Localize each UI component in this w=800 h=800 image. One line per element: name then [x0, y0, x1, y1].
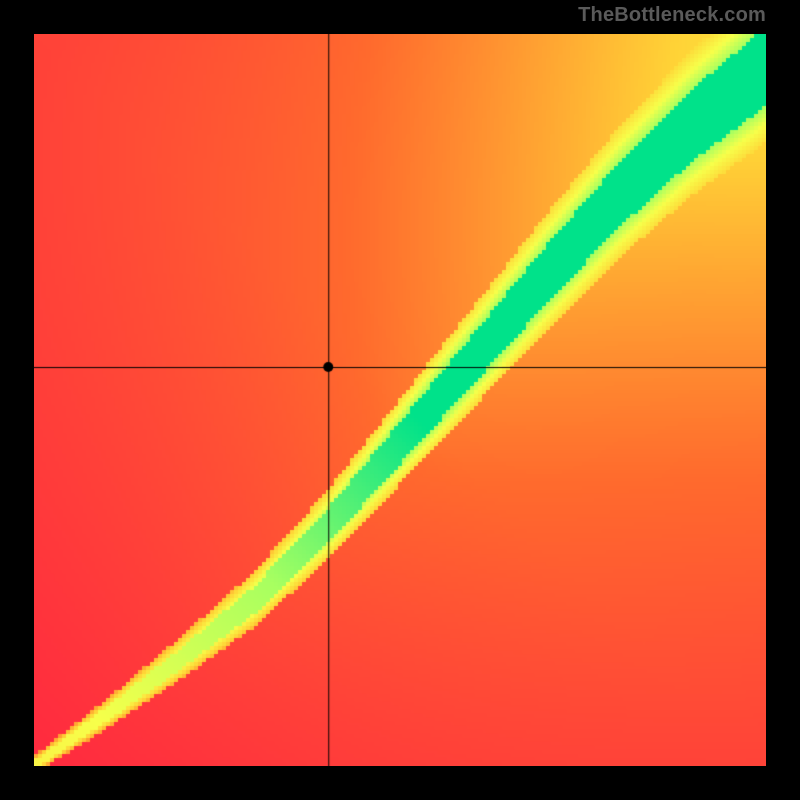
attribution-text: TheBottleneck.com: [578, 4, 766, 27]
frame: TheBottleneck.com: [0, 0, 800, 800]
bottleneck-heatmap: [34, 34, 766, 766]
